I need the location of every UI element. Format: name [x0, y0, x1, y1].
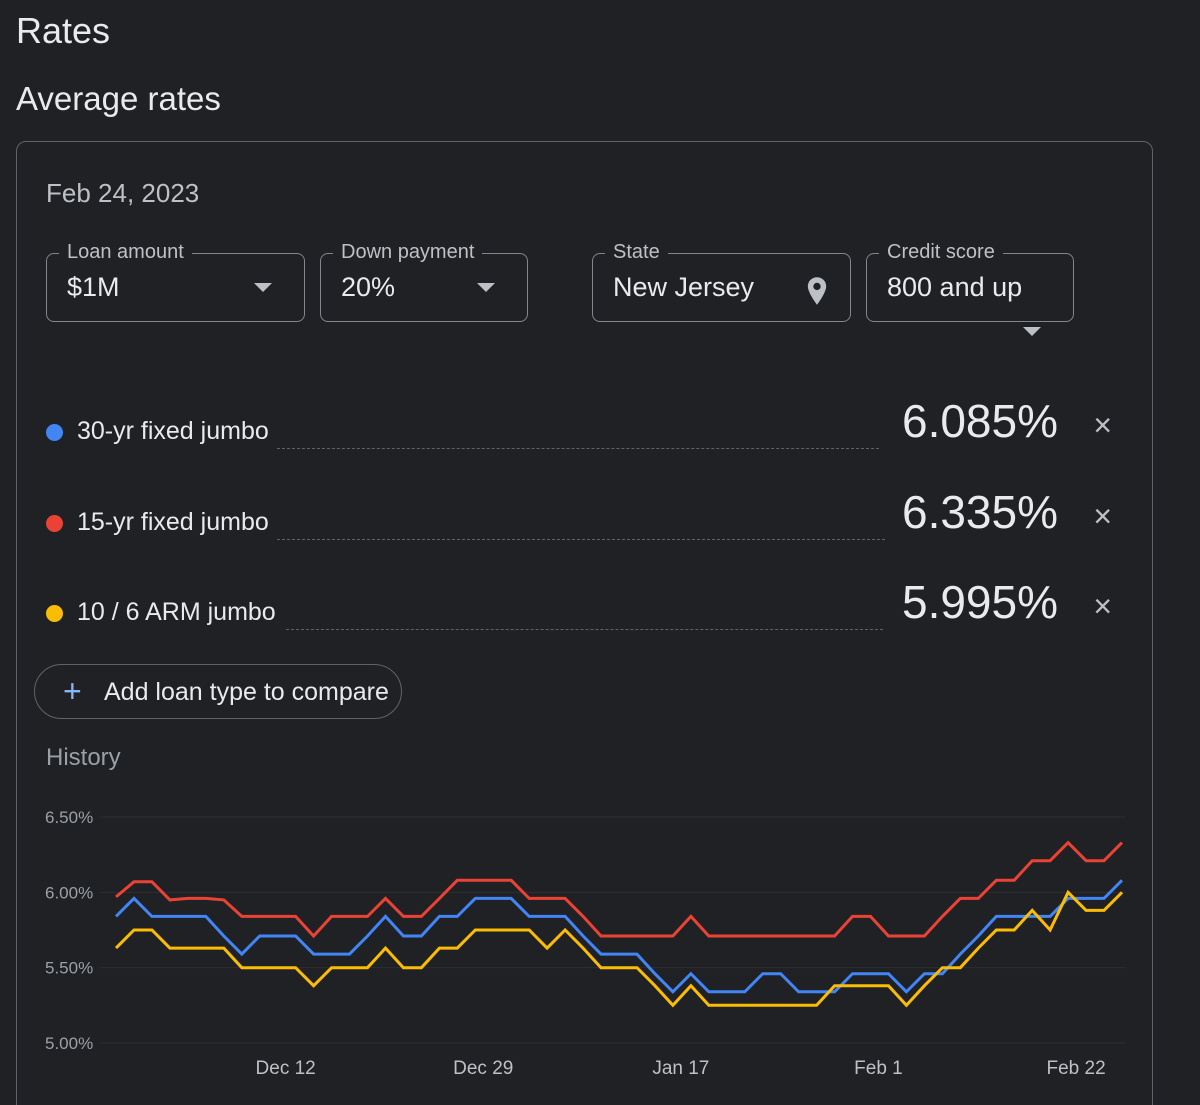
- chevron-down-icon: [254, 283, 272, 292]
- rate-value: 6.335%: [901, 486, 1058, 538]
- series-dot-red: [46, 515, 63, 532]
- close-icon[interactable]: ×: [1093, 407, 1112, 443]
- rate-row-15yr: 15-yr fixed jumbo 6.335% ×: [46, 486, 1126, 553]
- loan-amount-select[interactable]: Loan amount $1M: [46, 239, 305, 322]
- history-label: History: [46, 744, 121, 771]
- location-pin-icon[interactable]: [806, 276, 828, 306]
- rate-row-arm: 10 / 6 ARM jumbo 5.995% ×: [46, 576, 1126, 643]
- leader-line: [277, 539, 885, 540]
- series-line-2: [114, 889, 1124, 1008]
- x-tick-label: Dec 12: [256, 1058, 316, 1079]
- add-loan-type-button[interactable]: + Add loan type to compare: [34, 664, 402, 719]
- x-tick-label: Dec 29: [453, 1058, 513, 1079]
- rates-card: [16, 141, 1153, 1105]
- rates-date: Feb 24, 2023: [46, 178, 200, 208]
- loan-amount-value: $1M: [67, 272, 120, 302]
- section-title: Average rates: [16, 80, 221, 117]
- history-chart: 6.50% 6.00% 5.50% 5.00% Dec 12 Dec 29 Jan 17 F…: [45, 808, 1125, 1079]
- plus-icon: +: [63, 673, 82, 709]
- rate-label: 10 / 6 ARM jumbo: [77, 598, 276, 626]
- y-axis-ticks: 6.50% 6.00% 5.50% 5.00%: [45, 808, 93, 1053]
- series-dot-yellow: [46, 605, 63, 622]
- down-payment-select[interactable]: Down payment 20%: [320, 239, 528, 322]
- series-line-0: [115, 840, 1124, 939]
- x-tick-label: Feb 22: [1046, 1058, 1105, 1079]
- loan-amount-label: Loan amount: [59, 239, 192, 265]
- credit-score-value: 800 and up: [887, 272, 1023, 302]
- close-icon[interactable]: ×: [1093, 588, 1112, 624]
- add-loan-type-label: Add loan type to compare: [104, 678, 389, 706]
- credit-score-label: Credit score: [879, 239, 1003, 265]
- y-tick-label: 6.50%: [45, 808, 93, 827]
- state-label: State: [605, 239, 668, 265]
- credit-score-select[interactable]: Credit score 800 and up: [866, 239, 1074, 322]
- leader-line: [286, 629, 883, 630]
- leader-line: [277, 448, 879, 449]
- rate-label: 15-yr fixed jumbo: [77, 508, 269, 536]
- series-lines: [114, 840, 1124, 1008]
- y-tick-label: 5.50%: [45, 959, 93, 978]
- rate-label: 30-yr fixed jumbo: [77, 417, 269, 445]
- close-icon[interactable]: ×: [1093, 498, 1112, 534]
- y-tick-label: 5.00%: [45, 1034, 93, 1053]
- x-axis-ticks: Dec 12 Dec 29 Jan 17 Feb 1 Feb 22: [256, 1058, 1106, 1079]
- state-input[interactable]: State New Jersey: [592, 239, 851, 322]
- rate-value: 5.995%: [901, 576, 1058, 628]
- series-dot-blue: [46, 424, 63, 441]
- x-tick-label: Feb 1: [854, 1058, 903, 1079]
- rate-row-30yr: 30-yr fixed jumbo 6.085% ×: [46, 395, 1126, 462]
- y-tick-label: 6.00%: [45, 883, 93, 902]
- chevron-down-icon: [477, 283, 495, 292]
- down-payment-value: 20%: [341, 272, 396, 302]
- rate-value: 6.085%: [901, 395, 1058, 447]
- page-title: Rates: [16, 10, 111, 51]
- grid-lines: [100, 816, 1125, 1044]
- down-payment-label: Down payment: [333, 239, 483, 265]
- series-line-1: [114, 879, 1124, 994]
- state-value: New Jersey: [613, 272, 755, 302]
- x-tick-label: Jan 17: [652, 1058, 709, 1079]
- chevron-down-icon[interactable]: [1023, 327, 1041, 336]
